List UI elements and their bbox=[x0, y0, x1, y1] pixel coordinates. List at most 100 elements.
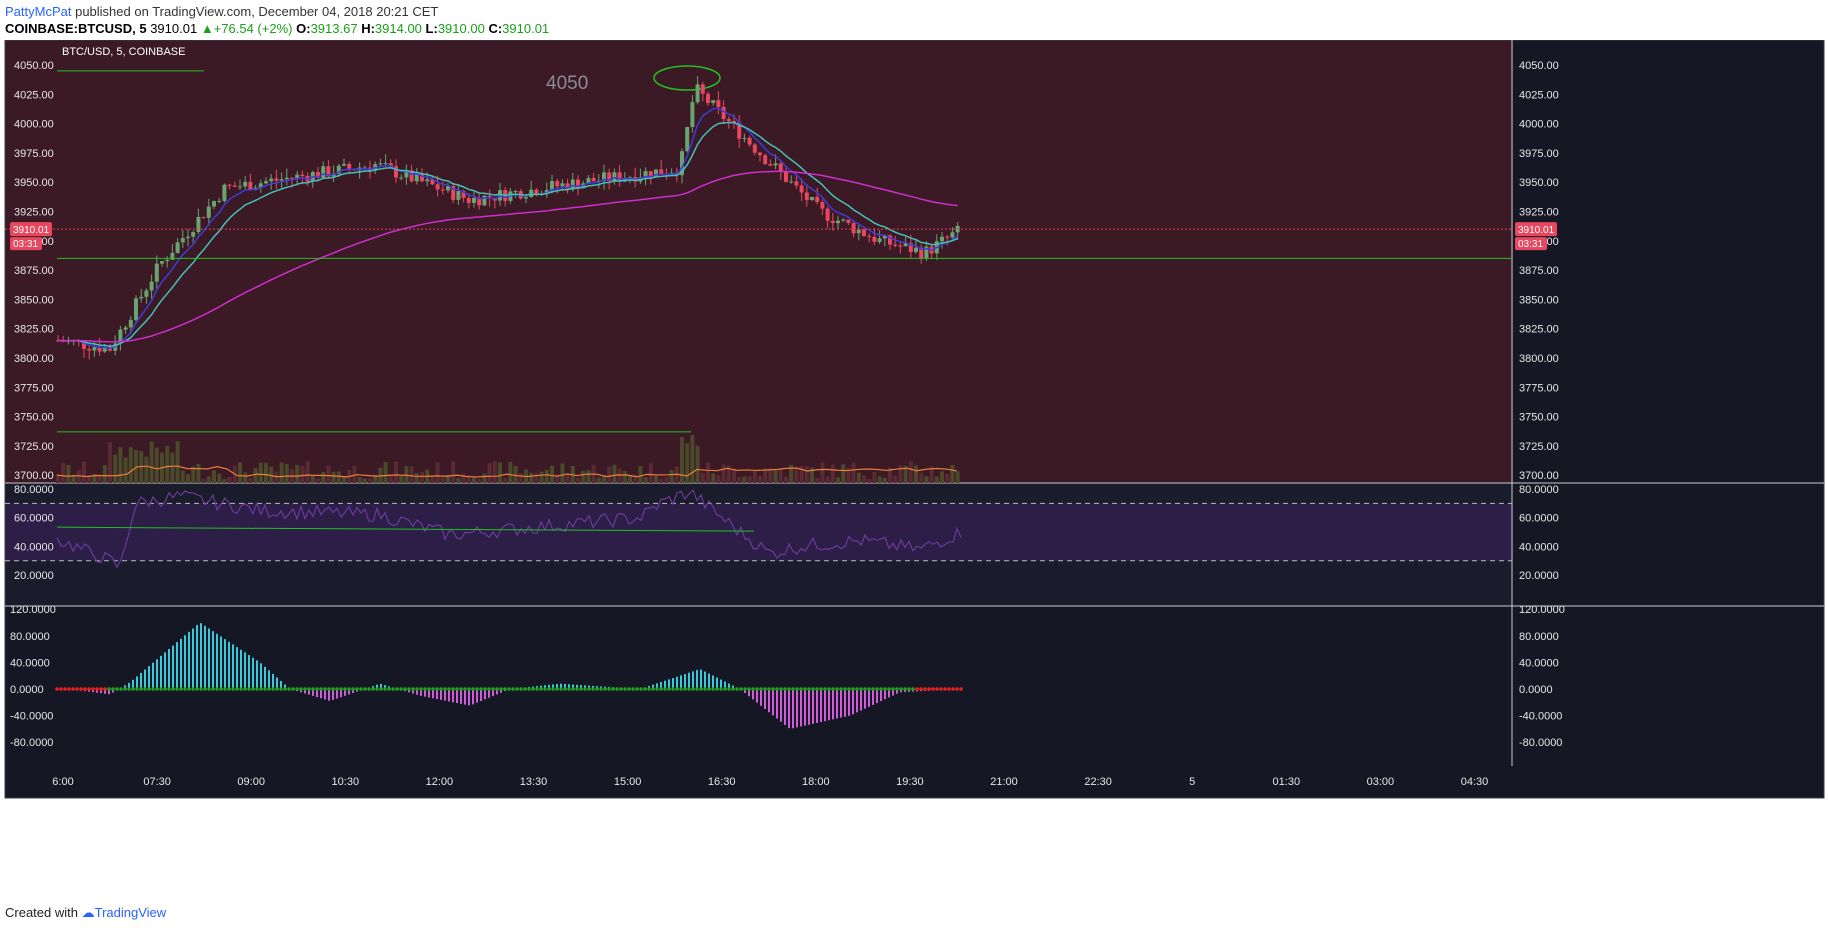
tradingview-logo[interactable]: ☁TradingView bbox=[82, 905, 167, 920]
close-value: 3910.01 bbox=[502, 21, 550, 36]
price-tick-right: 3825.00 bbox=[1519, 324, 1559, 336]
time-tick: 10:30 bbox=[332, 776, 360, 788]
candle-body bbox=[118, 329, 123, 344]
candle-body bbox=[617, 172, 622, 182]
author-link[interactable]: PattyMcPat bbox=[5, 4, 72, 19]
volume-bar bbox=[544, 469, 549, 483]
candle-body bbox=[815, 196, 820, 203]
candle-body bbox=[180, 238, 185, 243]
volume-bar bbox=[508, 461, 513, 483]
publish-info: PattyMcPat published on TradingView.com,… bbox=[5, 4, 438, 19]
macd-signal-dot bbox=[763, 687, 767, 691]
volume-bar bbox=[378, 467, 383, 483]
volume-bar bbox=[258, 462, 263, 483]
volume-bar bbox=[284, 464, 289, 483]
candle-body bbox=[903, 243, 908, 246]
candle-body bbox=[602, 172, 606, 181]
volume-bar bbox=[357, 477, 362, 483]
macd-signal-dot bbox=[711, 687, 715, 691]
macd-signal-dot bbox=[399, 687, 403, 691]
macd-signal-dot bbox=[459, 687, 463, 691]
macd-signal-dot bbox=[951, 687, 955, 691]
candle-body bbox=[321, 166, 326, 178]
volume-bar bbox=[638, 465, 643, 483]
macd-signal-dot bbox=[731, 687, 735, 691]
volume-bar bbox=[123, 457, 128, 483]
macd-signal-dot bbox=[175, 687, 179, 691]
time-tick: 13:30 bbox=[520, 776, 548, 788]
macd-signal-dot bbox=[323, 687, 327, 691]
macd-signal-dot bbox=[171, 687, 175, 691]
macd-signal-dot bbox=[667, 687, 671, 691]
time-tick: 21:00 bbox=[990, 776, 1018, 788]
volume-bar bbox=[206, 476, 211, 483]
candle-body bbox=[394, 166, 398, 178]
candle-body bbox=[300, 174, 305, 176]
rsi-tick-left: 20.0000 bbox=[14, 570, 54, 582]
candle-body bbox=[560, 183, 565, 187]
macd-signal-dot bbox=[703, 687, 707, 691]
volume-bar bbox=[144, 456, 149, 483]
tradingview-brand: TradingView bbox=[94, 905, 167, 920]
time-tick: 19:30 bbox=[896, 776, 924, 788]
price-tick-left: 3800.00 bbox=[14, 353, 54, 365]
macd-signal-dot bbox=[59, 687, 63, 691]
price-tick-right: 3775.00 bbox=[1519, 382, 1559, 394]
volume-bar bbox=[711, 473, 716, 483]
candle-body bbox=[685, 127, 690, 152]
volume-bar bbox=[414, 472, 419, 483]
candle-body bbox=[227, 184, 232, 186]
macd-signal-dot bbox=[539, 687, 543, 691]
candle-body bbox=[659, 169, 664, 174]
macd-signal-dot bbox=[663, 687, 667, 691]
price-badge-left-countdown-bg bbox=[10, 237, 42, 251]
macd-signal-dot bbox=[523, 687, 527, 691]
open-value: 3913.67 bbox=[310, 21, 358, 36]
time-tick: 22:30 bbox=[1084, 776, 1112, 788]
macd-signal-dot bbox=[779, 687, 783, 691]
price-pane-bg bbox=[5, 40, 1513, 483]
macd-signal-dot bbox=[271, 687, 275, 691]
price-tick-left: 4000.00 bbox=[14, 119, 54, 131]
macd-signal-dot bbox=[627, 687, 631, 691]
macd-signal-dot bbox=[123, 687, 127, 691]
candle-body bbox=[830, 220, 835, 224]
chart-canvas[interactable]: 4050.00 4050.00 4025.00 4025.00 4000.00 4000.… bbox=[0, 40, 1828, 898]
candle-body bbox=[461, 191, 466, 198]
macd-signal-dot bbox=[803, 687, 807, 691]
macd-signal-dot bbox=[183, 687, 187, 691]
macd-signal-dot bbox=[767, 687, 771, 691]
candle-body bbox=[154, 263, 159, 282]
candle-body bbox=[810, 196, 814, 201]
volume-bar bbox=[149, 441, 154, 483]
candle-body bbox=[498, 190, 502, 201]
volume-bar bbox=[804, 466, 809, 483]
volume-bar bbox=[269, 466, 274, 483]
volume-bar bbox=[212, 470, 216, 483]
macd-signal-dot bbox=[439, 687, 443, 691]
volume-bar bbox=[633, 474, 638, 483]
macd-signal-dot bbox=[643, 687, 647, 691]
macd-signal-dot bbox=[535, 687, 539, 691]
macd-signal-dot bbox=[943, 687, 947, 691]
macd-signal-dot bbox=[499, 687, 503, 691]
candle-body bbox=[773, 163, 778, 166]
volume-bar bbox=[815, 477, 820, 483]
macd-signal-dot bbox=[259, 687, 263, 691]
macd-signal-dot bbox=[479, 687, 483, 691]
price-tick-left: 3775.00 bbox=[14, 382, 54, 394]
price-tick-right: 3950.00 bbox=[1519, 177, 1559, 189]
macd-signal-dot bbox=[187, 687, 191, 691]
macd-signal-dot bbox=[555, 687, 559, 691]
volume-bar bbox=[368, 478, 372, 483]
macd-signal-dot bbox=[515, 687, 519, 691]
volume-bar bbox=[700, 472, 705, 483]
macd-signal-dot bbox=[211, 687, 215, 691]
volume-bar bbox=[706, 462, 710, 483]
volume-bar bbox=[856, 472, 861, 483]
rsi-tick-right: 80.0000 bbox=[1519, 484, 1559, 496]
macd-signal-dot bbox=[735, 687, 739, 691]
volume-bar bbox=[492, 461, 497, 483]
volume-bar bbox=[342, 476, 346, 483]
volume-bar bbox=[732, 468, 736, 483]
